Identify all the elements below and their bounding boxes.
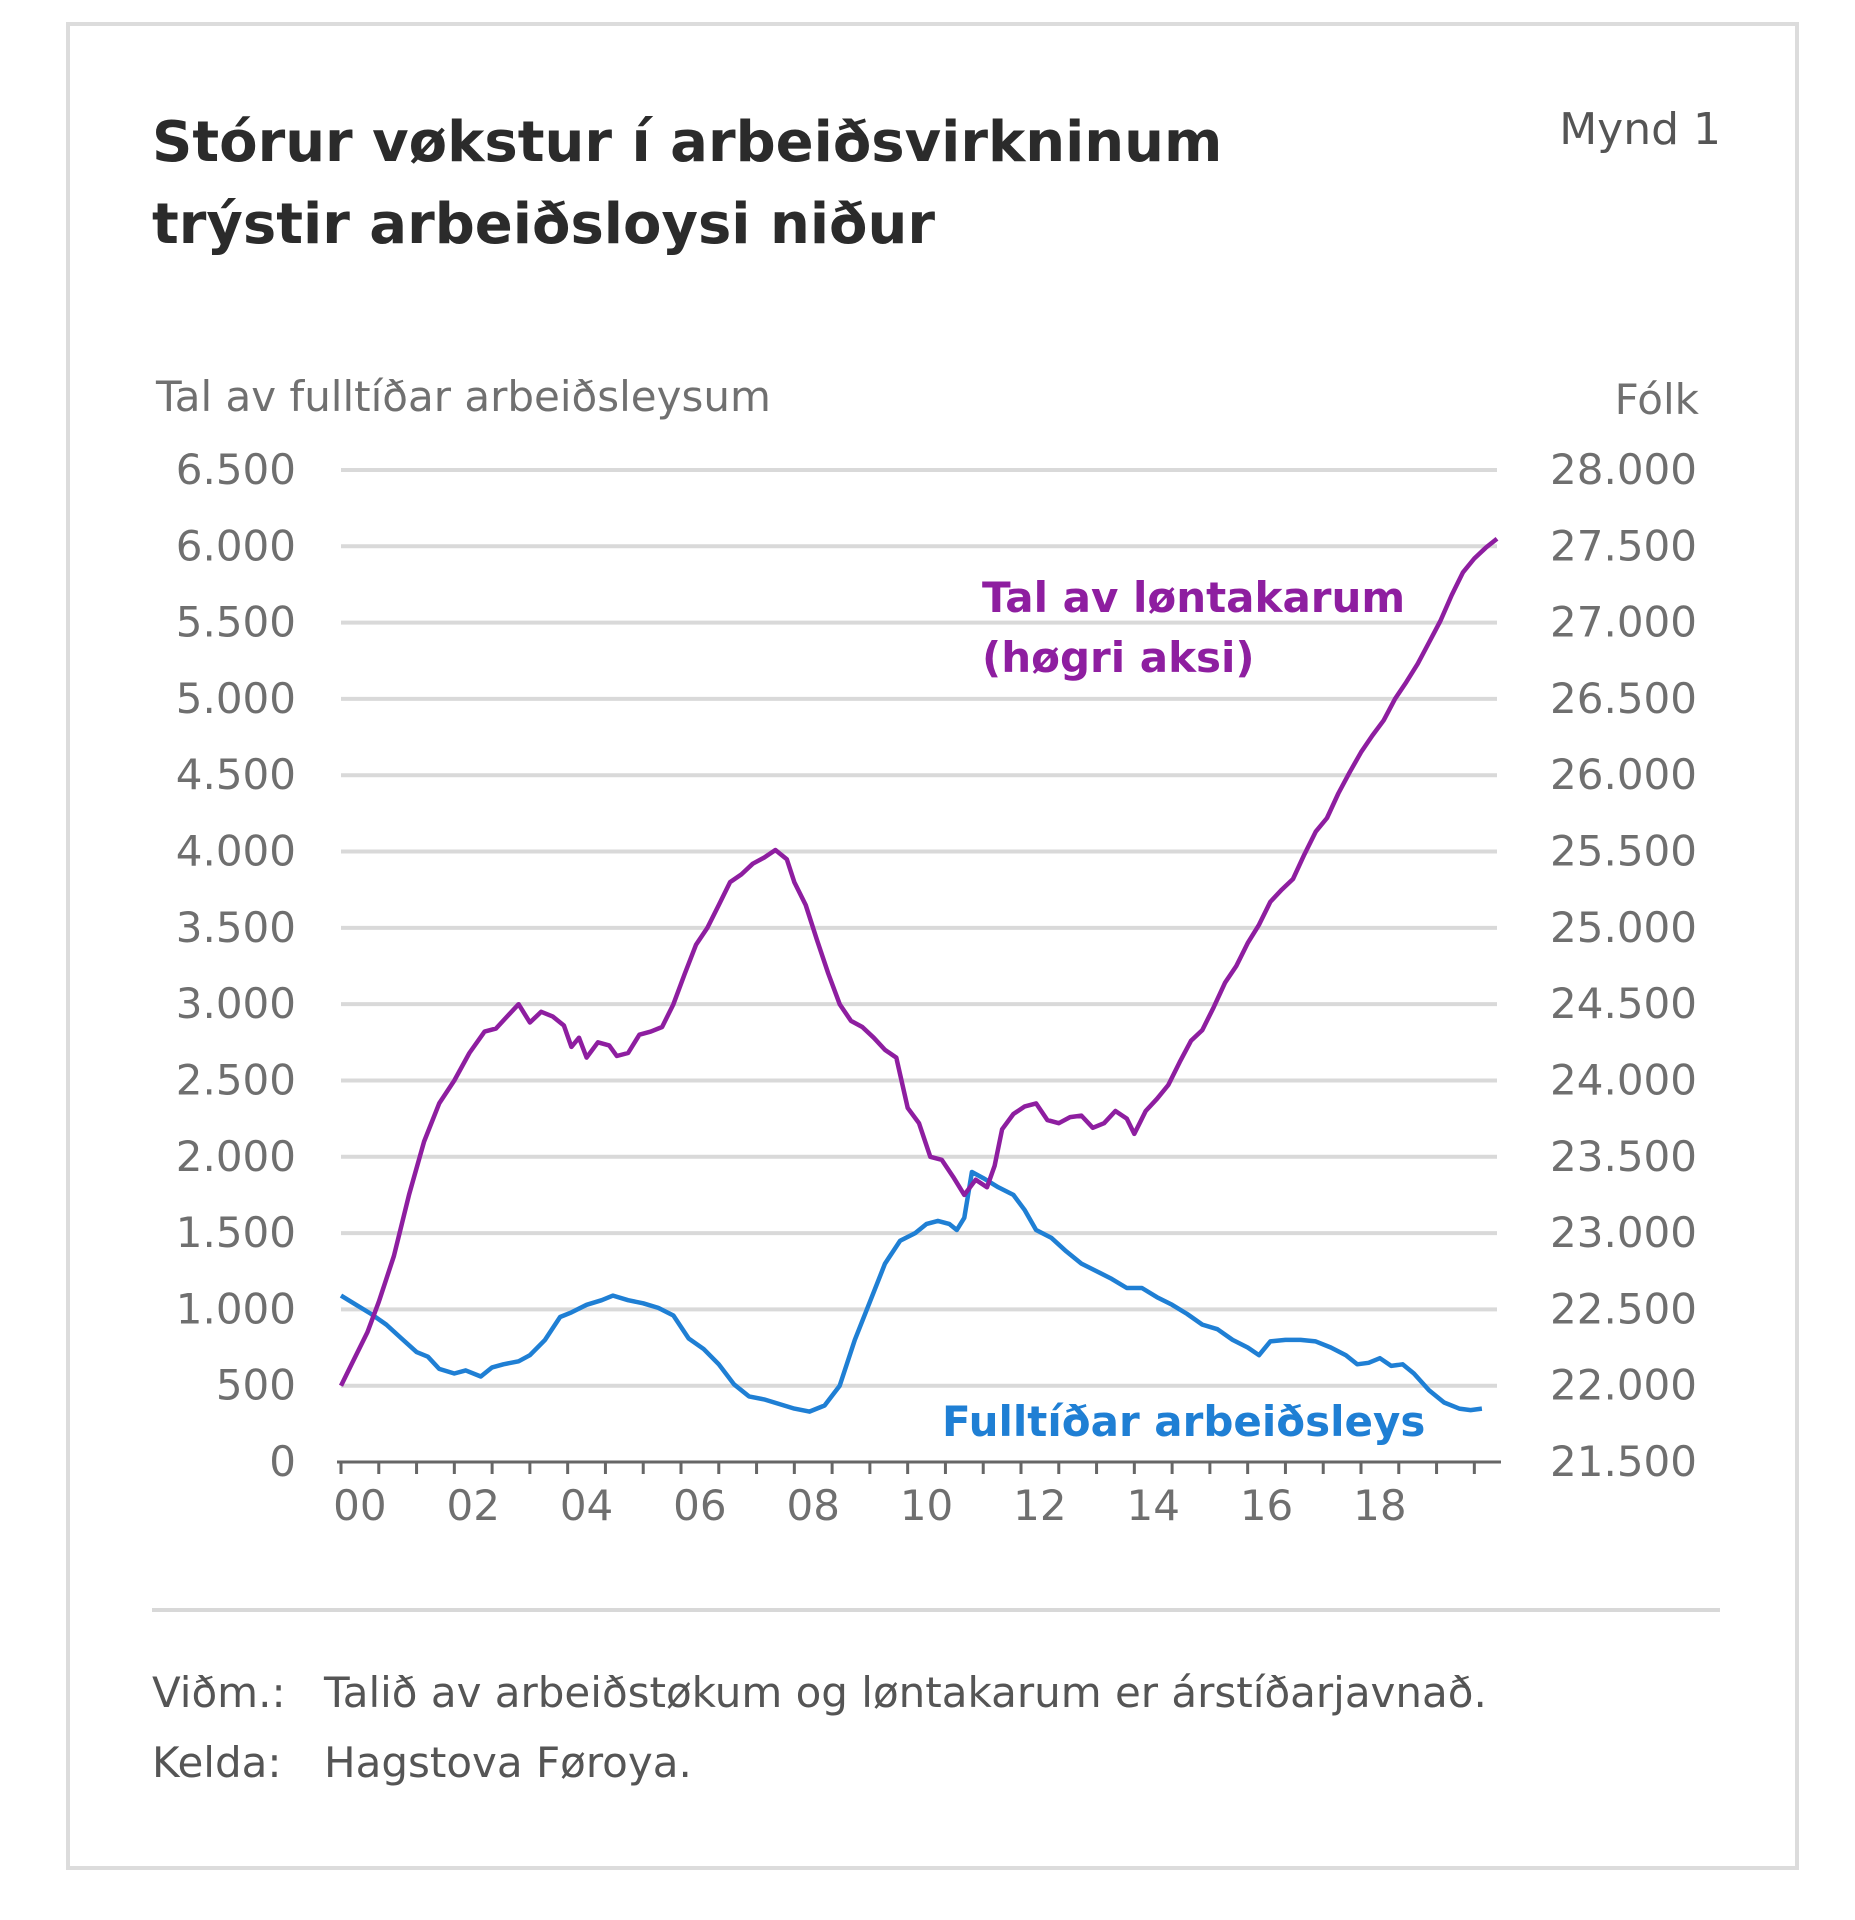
right-y-tick-label: 24.500 bbox=[1550, 979, 1697, 1028]
footer-divider bbox=[152, 1608, 1720, 1612]
series-annotations: Tal av løntakarum (høgri aksi) Fulltíðar a… bbox=[942, 573, 1425, 1446]
left-y-tick-label: 5.000 bbox=[176, 674, 296, 723]
right-y-tick-label: 25.000 bbox=[1550, 903, 1697, 952]
left-y-tick-label: 500 bbox=[216, 1361, 296, 1410]
right-y-tick-label: 22.000 bbox=[1550, 1361, 1697, 1410]
source-line: Kelda: Hagstova Føroya. bbox=[152, 1738, 692, 1787]
left-axis-label: Tal av fulltíðar arbeiðsleysum bbox=[156, 372, 771, 421]
x-tick-label: 16 bbox=[1240, 1481, 1293, 1530]
right-axis-label: Fólk bbox=[1614, 375, 1699, 424]
x-tick-label: 10 bbox=[900, 1481, 953, 1530]
left-y-tick-label: 3.500 bbox=[176, 903, 296, 952]
right-y-tick-label: 28.000 bbox=[1550, 445, 1697, 494]
right-y-tick-label: 23.500 bbox=[1550, 1132, 1697, 1181]
figure-label: Mynd 1 bbox=[1559, 104, 1721, 155]
x-tick-label: 04 bbox=[560, 1481, 613, 1530]
x-tick-label: 06 bbox=[673, 1481, 726, 1530]
wage-earners-line bbox=[338, 536, 1499, 1387]
unemployed-label: Fulltíðar arbeiðsleys bbox=[942, 1397, 1425, 1446]
x-tick-label: 18 bbox=[1353, 1481, 1406, 1530]
left-y-tick-label: 2.000 bbox=[176, 1132, 296, 1181]
left-y-tick-label: 6.000 bbox=[176, 521, 296, 570]
left-y-tick-label: 0 bbox=[269, 1437, 296, 1486]
series-lines bbox=[338, 536, 1499, 1414]
chart-title: Stórur vøkstur í arbeiðsvirkninum trýsti… bbox=[152, 102, 1302, 266]
chart-title-line2: trýstir arbeiðsloysi niður bbox=[152, 192, 935, 257]
left-y-tick-label: 4.500 bbox=[176, 750, 296, 799]
right-y-tick-label: 27.500 bbox=[1550, 521, 1697, 570]
note-text: Talið av arbeiðstøkum og løntakarum er á… bbox=[324, 1668, 1487, 1717]
left-y-tick-label: 2.500 bbox=[176, 1055, 296, 1104]
right-y-tick-label: 25.500 bbox=[1550, 827, 1697, 876]
left-y-tick-label: 3.000 bbox=[176, 979, 296, 1028]
left-y-tick-label: 1.500 bbox=[176, 1208, 296, 1257]
right-y-tick-label: 27.000 bbox=[1550, 598, 1697, 647]
chart-card bbox=[66, 22, 1799, 1870]
source-key: Kelda: bbox=[152, 1738, 282, 1787]
x-tick-label: 14 bbox=[1126, 1481, 1179, 1530]
left-y-tick-label: 4.000 bbox=[176, 827, 296, 876]
line-chart: 6.500 6.000 5.500 5.000 4.500 4.000 3.500 3.000… bbox=[176, 445, 1697, 1530]
gridlines bbox=[341, 468, 1497, 1388]
source-text: Hagstova Føroya. bbox=[324, 1738, 692, 1787]
unemployed-line bbox=[339, 1169, 1483, 1414]
x-tick-label: 00 bbox=[333, 1481, 386, 1530]
right-y-tick-label: 21.500 bbox=[1550, 1437, 1697, 1486]
right-y-tick-label: 22.500 bbox=[1550, 1284, 1697, 1333]
right-y-tick-label: 23.000 bbox=[1550, 1208, 1697, 1257]
wage-earners-label-line1: Tal av løntakarum bbox=[982, 573, 1405, 622]
left-y-tick-label: 1.000 bbox=[176, 1284, 296, 1333]
chart-title-line1: Stórur vøkstur í arbeiðsvirkninum bbox=[152, 110, 1223, 175]
right-y-tick-label: 26.500 bbox=[1550, 674, 1697, 723]
right-y-tick-label: 24.000 bbox=[1550, 1055, 1697, 1104]
left-y-tick-labels: 6.500 6.000 5.500 5.000 4.500 4.000 3.500 3.000… bbox=[176, 445, 296, 1486]
x-tick-label: 12 bbox=[1013, 1481, 1066, 1530]
left-y-tick-label: 6.500 bbox=[176, 445, 296, 494]
left-y-tick-label: 5.500 bbox=[176, 598, 296, 647]
note-line: Viðm.: Talið av arbeiðstøkum og løntakaru… bbox=[152, 1668, 1487, 1717]
note-key: Viðm.: bbox=[152, 1668, 286, 1717]
x-axis: 00 02 04 06 08 10 12 14 16 18 bbox=[333, 1460, 1501, 1530]
right-y-tick-label: 26.000 bbox=[1550, 750, 1697, 799]
x-tick-label: 02 bbox=[446, 1481, 499, 1530]
wage-earners-label-line2: (høgri aksi) bbox=[982, 633, 1255, 682]
right-y-tick-labels: 28.000 27.500 27.000 26.500 26.000 25.500 25.0… bbox=[1550, 445, 1697, 1486]
x-tick-label: 08 bbox=[786, 1481, 839, 1530]
